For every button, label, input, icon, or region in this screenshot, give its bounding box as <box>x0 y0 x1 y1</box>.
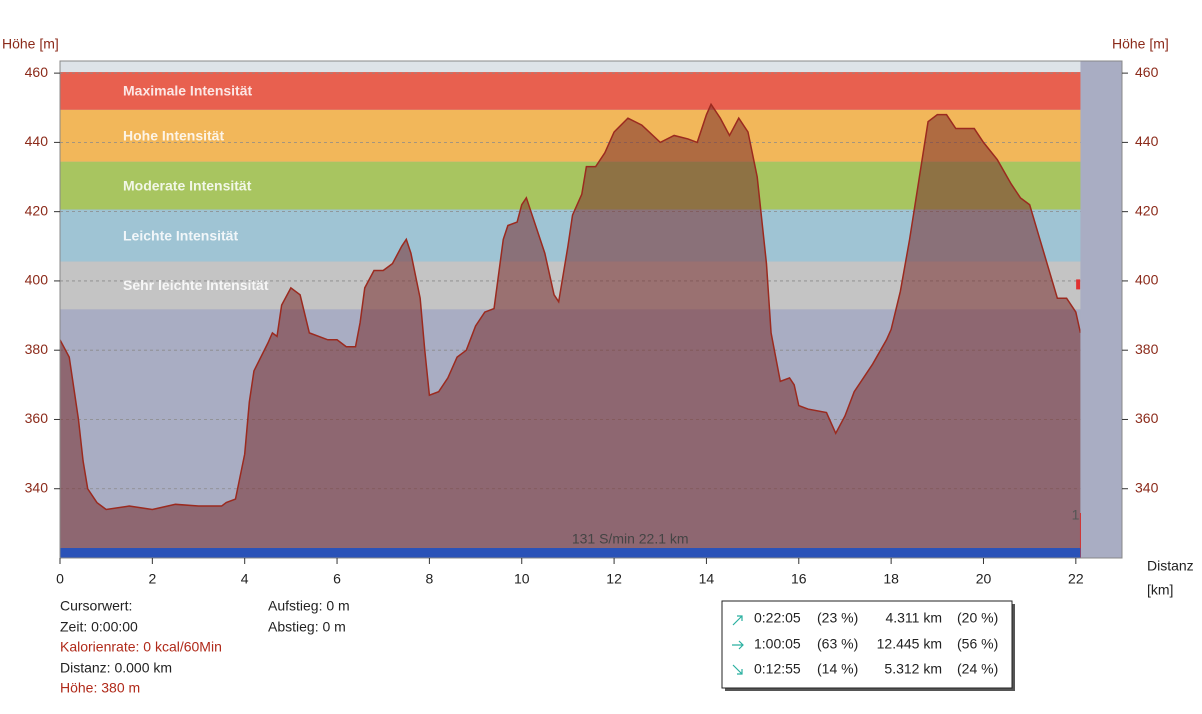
x-tick-label: 8 <box>425 571 433 587</box>
info-text: Cursorwert: <box>60 598 132 614</box>
stats-cell: 0:22:05 <box>754 610 801 626</box>
info-text: Aufstieg: 0 m <box>268 598 350 614</box>
x-tick-label: 10 <box>514 571 530 587</box>
y2-tick-label: 360 <box>1135 410 1159 426</box>
y-tick-label: 360 <box>25 410 49 426</box>
area <box>60 104 1081 558</box>
y-tick-label: 400 <box>25 272 49 288</box>
zone-label: Hohe Intensität <box>123 128 224 144</box>
arrow-up <box>732 615 743 626</box>
x-tick-label: 16 <box>791 571 807 587</box>
y2-tick-label: 460 <box>1135 64 1159 80</box>
y-tick-label: 460 <box>25 64 49 80</box>
stats-cell: 0:12:55 <box>754 661 801 677</box>
stats-cell: (56 %) <box>957 636 998 652</box>
top-band <box>60 61 1122 73</box>
info-text: Distanz: 0.000 km <box>60 660 172 676</box>
y2-tick-label: 340 <box>1135 479 1159 495</box>
info-text: Höhe: 380 m <box>60 680 140 696</box>
arrow-icons <box>732 615 744 675</box>
y-tick-label: 380 <box>25 341 49 357</box>
zone-label: Maximale Intensität <box>123 83 252 99</box>
y-axis-label: Höhe [m] <box>2 36 59 52</box>
stats-cell: (24 %) <box>957 661 998 677</box>
y2-tick-label: 400 <box>1135 272 1159 288</box>
x-tick-label: 2 <box>148 571 156 587</box>
x-tick-label: 14 <box>699 571 715 587</box>
end-label: 1 <box>1072 507 1080 523</box>
footer-text: 131 S/min 22.1 km <box>572 531 689 547</box>
x-axis-label: Distanz <box>1147 558 1194 574</box>
x-tick-label: 12 <box>606 571 622 587</box>
y2-tick-label: 380 <box>1135 341 1159 357</box>
y-tick-label: 440 <box>25 133 49 149</box>
zone-label: Leichte Intensität <box>123 227 238 243</box>
zone-band <box>60 72 1122 110</box>
info-text: Abstieg: 0 m <box>268 619 346 635</box>
stats-cell: (20 %) <box>957 610 998 626</box>
x-tick-label: 0 <box>56 571 64 587</box>
stats-cell: 5.312 km <box>884 661 942 677</box>
stats-cell: (63 %) <box>817 636 858 652</box>
plot: Maximale Intensität Hohe Intensität Modera… <box>60 61 1122 558</box>
x-tick-label: 6 <box>333 571 341 587</box>
line <box>60 102 1082 511</box>
plot-frame <box>59 60 1123 559</box>
info-text: Zeit: 0:00:00 <box>60 619 138 635</box>
stats-cell: 12.445 km <box>877 636 942 652</box>
arrow-flat <box>732 640 744 650</box>
stats-cell: (23 %) <box>817 610 858 626</box>
footer-bar <box>60 548 1081 558</box>
zone-label: Sehr leichte Intensität <box>123 277 269 293</box>
marker <box>1076 279 1081 290</box>
y2-tick-label: 440 <box>1135 133 1159 149</box>
x-tick-label: 18 <box>883 571 899 587</box>
info-text: Kalorienrate: 0 kcal/60Min <box>60 639 222 655</box>
zone-label: Moderate Intensität <box>123 177 252 193</box>
stats-cell: 4.311 km <box>885 610 942 626</box>
x-axis-label: [km] <box>1147 582 1173 598</box>
stats-cell: (14 %) <box>817 661 858 677</box>
x-tick-label: 20 <box>976 571 992 587</box>
y-tick-label: 420 <box>25 202 49 218</box>
stats-panel <box>721 600 1013 689</box>
x-tick-label: 22 <box>1068 571 1084 587</box>
x-tick-label: 4 <box>241 571 249 587</box>
stats-cell: 1:00:05 <box>754 636 801 652</box>
y2-tick-label: 420 <box>1135 202 1159 218</box>
arrow-down <box>732 664 743 675</box>
y-tick-label: 340 <box>25 479 49 495</box>
unused-region <box>1080 61 1122 558</box>
y2-axis-label: Höhe [m] <box>1112 36 1169 52</box>
